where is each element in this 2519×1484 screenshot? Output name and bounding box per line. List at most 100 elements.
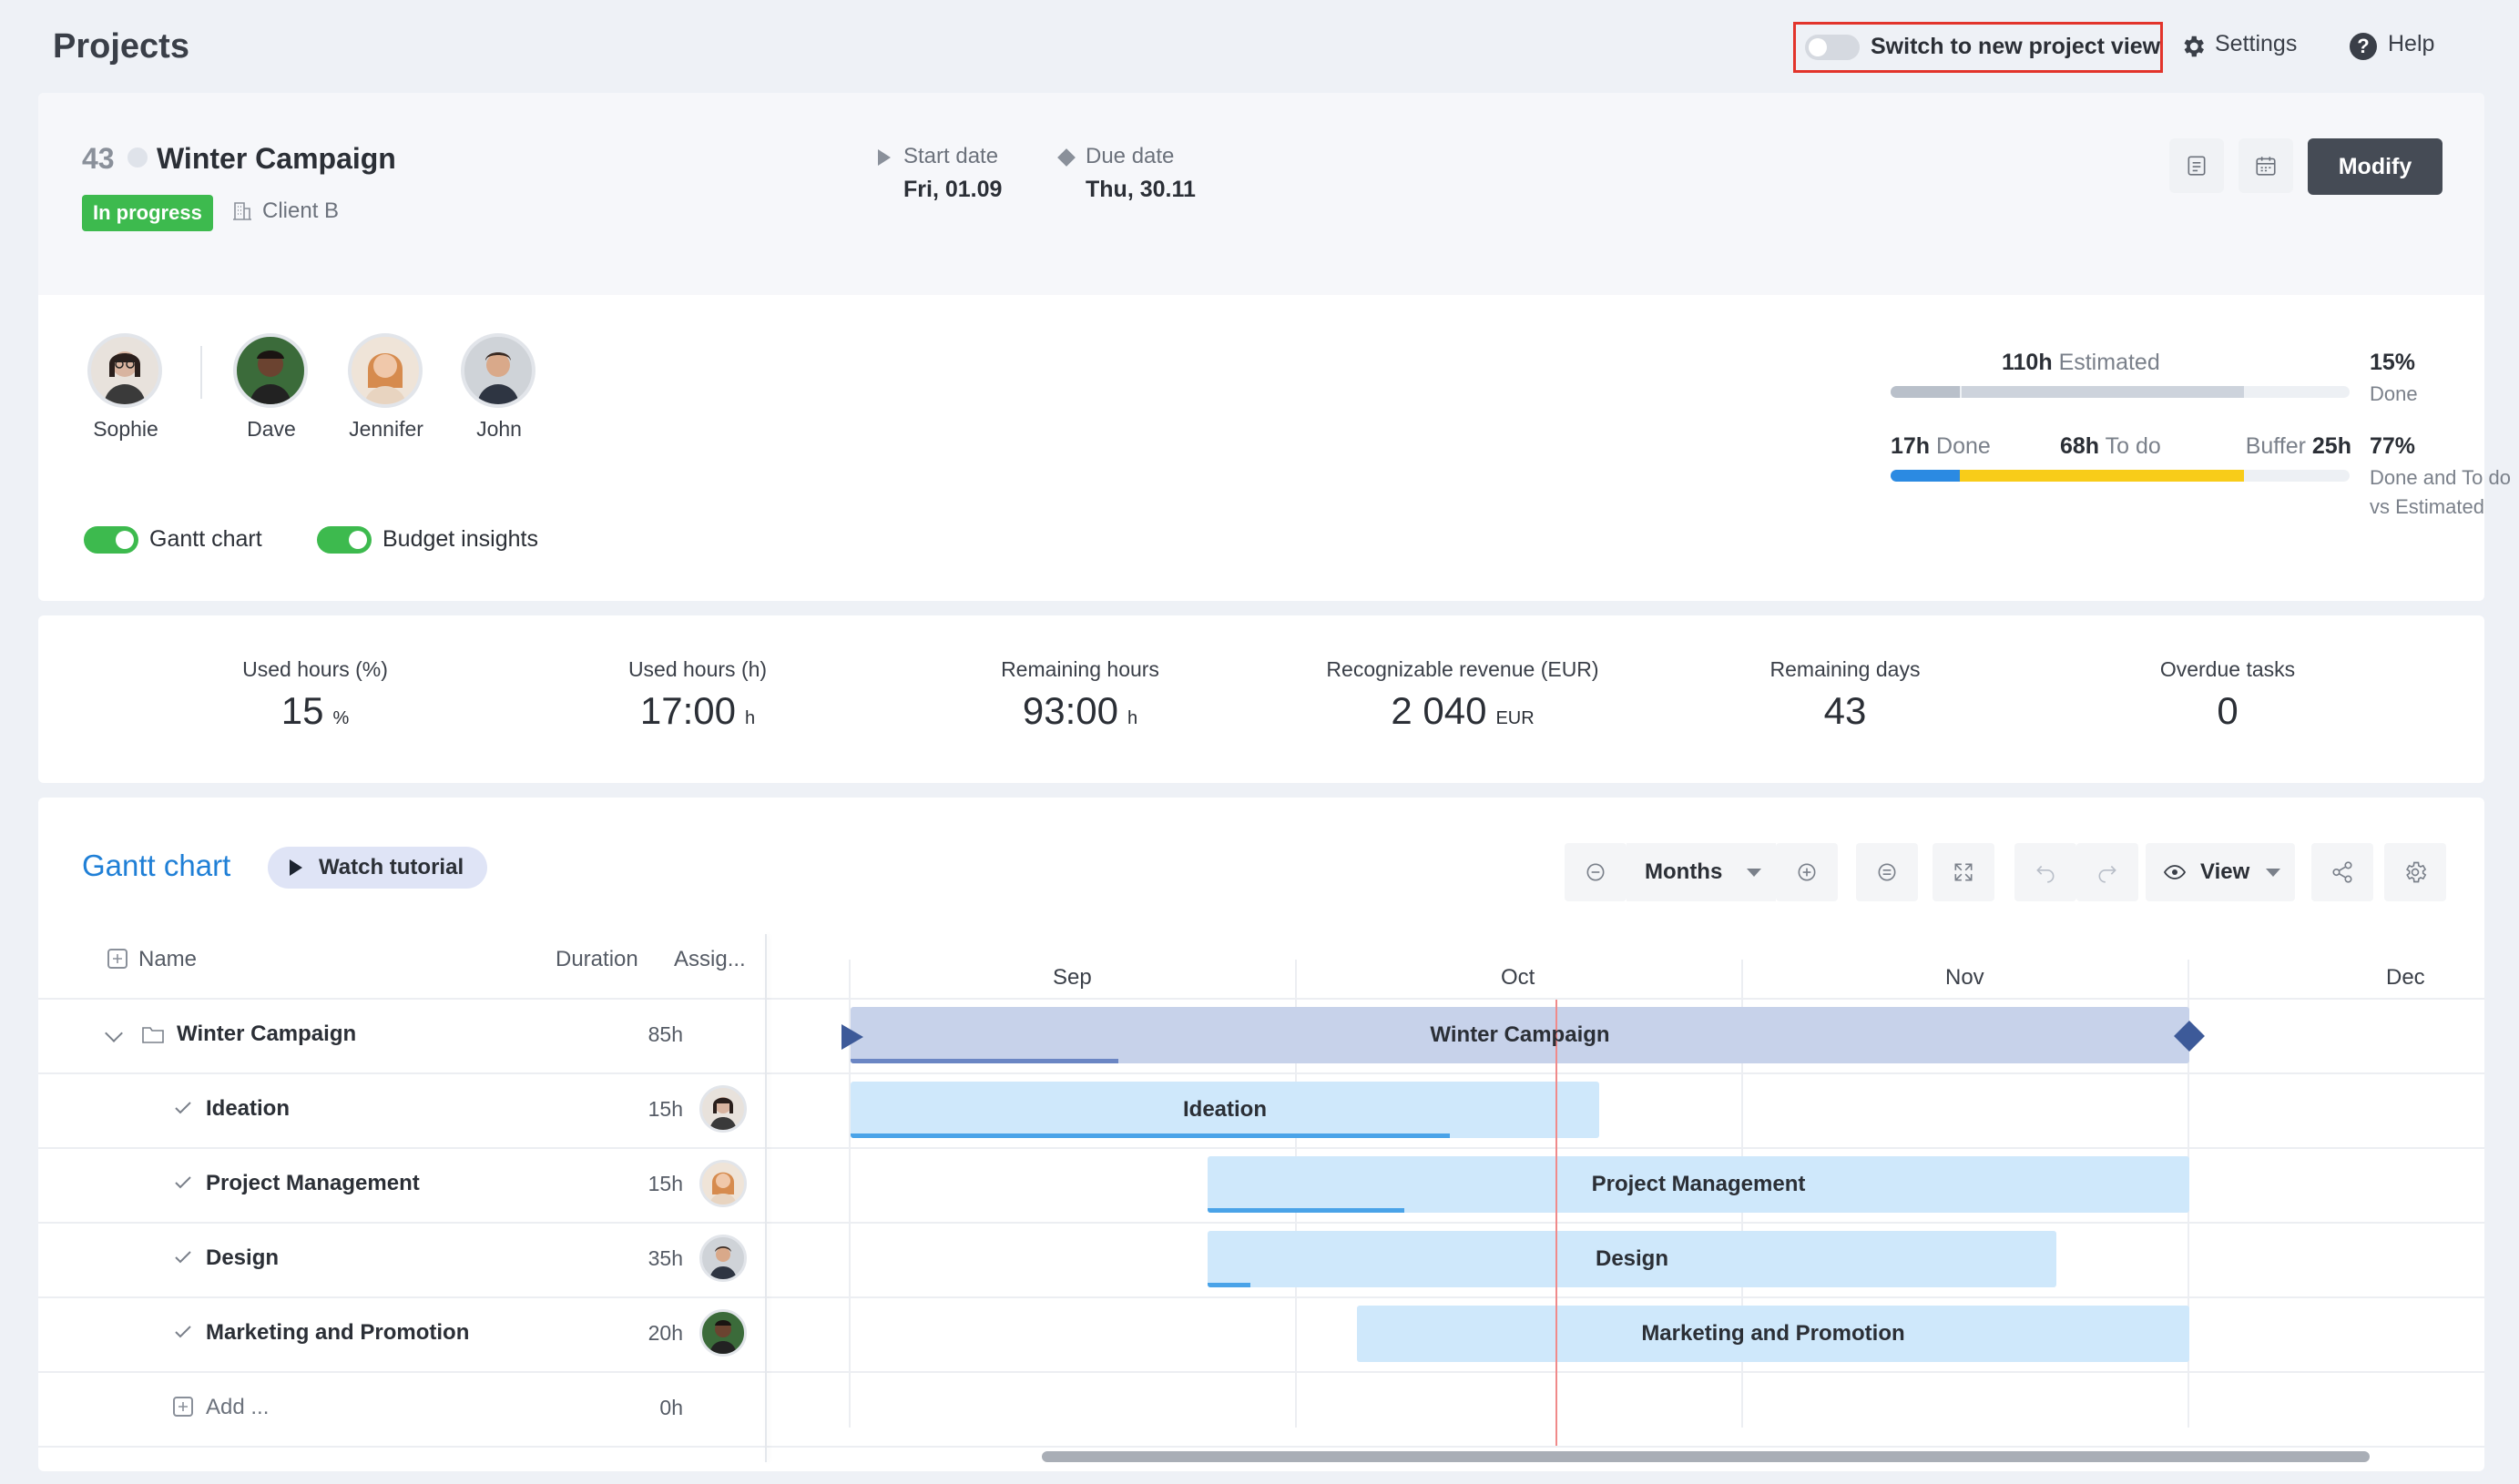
gantt-toggle-label: Gantt chart [149,526,262,552]
member-name: Sophie [93,417,158,441]
month-label: Oct [1501,965,1535,990]
expand-icon [1954,863,1973,881]
task-duration: 15h [648,1097,683,1121]
task-duration: 20h [648,1321,683,1345]
gantt-bar-project-management[interactable]: Project Management [1208,1156,2189,1213]
assignee-avatar[interactable] [699,1309,747,1357]
assignee-avatar[interactable] [699,1160,747,1207]
project-number: 43 [82,142,115,175]
play-icon [290,859,302,876]
task-name-design[interactable]: Design [206,1245,280,1270]
task-name-ideation[interactable]: Ideation [206,1096,291,1121]
switch-view-highlight[interactable]: Switch to new project view [1793,22,2163,73]
column-duration[interactable]: Duration [556,947,638,971]
zoom-fit-icon [1878,863,1896,881]
task-name-project-management[interactable]: Project Management [206,1171,420,1195]
zoom-out-button[interactable] [1565,843,1627,901]
task-duration: 85h [648,1022,683,1046]
gantt-chart-toggle[interactable] [84,526,138,554]
avatar-sophie[interactable] [87,333,162,408]
budget-toggle-label: Budget insights [382,526,538,552]
help-link[interactable]: Help [2388,31,2435,56]
gantt-settings-button[interactable] [2384,843,2446,901]
new-view-toggle[interactable] [1805,35,1860,60]
add-task-link[interactable]: Add ... [206,1395,270,1419]
folder-icon [142,1025,164,1043]
settings-link[interactable]: Settings [2215,31,2298,56]
scale-select[interactable]: Months [1627,843,1776,901]
due-date-value[interactable]: Thu, 30.11 [1086,177,1196,202]
calendar-button[interactable] [2239,138,2293,193]
notes-icon [2188,156,2206,176]
collapse-chevron-icon[interactable] [105,1024,123,1042]
client-name: Client B [262,198,340,223]
budget-insights-toggle[interactable] [317,526,372,554]
done-percent-label: Done [2370,382,2418,405]
due-date-label: Due date [1086,144,1175,168]
stats-card: Used hours (%) 15% Used hours (h) 17:00 h… [38,615,2484,783]
today-line [1555,1000,1557,1446]
assignee-avatar[interactable] [699,1235,747,1282]
vs-label-2: vs Estimated [2370,495,2484,518]
modify-button[interactable]: Modify [2308,138,2443,195]
assignee-avatar[interactable] [699,1085,747,1133]
member-name: Jennifer [349,417,423,441]
month-label: Nov [1945,965,1984,990]
stat-remaining-days: Remaining days 43 [1769,657,1921,732]
task-duration: 0h [659,1396,683,1419]
milestone-start-icon [841,1024,863,1050]
vs-percent: 77% [2370,433,2416,459]
gantt-bar-ideation[interactable]: Ideation [851,1082,1599,1138]
gantt-bar-marketing[interactable]: Marketing and Promotion [1357,1306,2189,1362]
gantt-bar-design[interactable]: Design [1208,1231,2056,1287]
building-icon [231,200,253,222]
avatar-dave[interactable] [233,333,308,408]
share-button[interactable] [2311,843,2373,901]
notes-button[interactable] [2169,138,2224,193]
stat-used-hours-pct: Used hours (%) 15% [242,657,388,732]
view-menu-button[interactable]: View [2146,843,2295,901]
month-label: Dec [2386,965,2425,990]
column-name[interactable]: Name [138,947,198,971]
fit-zoom-button[interactable] [1856,843,1918,901]
task-name-marketing[interactable]: Marketing and Promotion [206,1320,470,1345]
month-label: Sep [1053,965,1092,990]
start-triangle-icon [878,149,891,166]
help-icon[interactable]: ? [2350,33,2377,60]
stat-revenue: Recognizable revenue (EUR) 2 040 EUR [1326,657,1599,732]
task-duration: 35h [648,1246,683,1270]
gantt-card: Gantt chart Watch tutorial Months View N… [38,798,2484,1471]
start-date-value[interactable]: Fri, 01.09 [903,177,1003,202]
task-duration: 15h [648,1172,683,1195]
fullscreen-button[interactable] [1933,843,1994,901]
todo-hours: 68h To do [2060,433,2161,459]
page-title: Projects [53,27,189,66]
gantt-bar-winter-campaign[interactable]: Winter Campaign [851,1007,2189,1063]
redo-button[interactable] [2076,843,2138,901]
zoom-in-icon [1798,863,1816,881]
avatar-john[interactable] [461,333,535,408]
done-percent: 15% [2370,350,2416,375]
member-name: Dave [247,417,296,441]
horizontal-scrollbar[interactable] [1042,1451,2370,1462]
redo-icon [2098,865,2116,883]
task-name-winter-campaign[interactable]: Winter Campaign [177,1022,357,1046]
chevron-down-icon [2266,869,2280,877]
undo-icon [2036,865,2055,883]
zoom-in-button[interactable] [1776,843,1838,901]
stat-used-hours: Used hours (h) 17:00 h [627,657,768,732]
gear-icon[interactable] [2179,33,2207,60]
avatar-jennifer[interactable] [348,333,423,408]
column-assignee[interactable]: Assig... [674,947,746,971]
zoom-out-icon [1586,863,1605,881]
calendar-icon [2256,157,2276,176]
switch-view-label[interactable]: Switch to new project view [1871,34,2161,59]
estimated-bar [1891,386,2350,398]
member-name: John [476,417,522,441]
add-task-icon[interactable] [107,949,127,969]
vs-label-1: Done and To do [2370,466,2511,489]
watch-tutorial-button[interactable]: Watch tutorial [268,847,488,889]
project-name: Winter Campaign [157,142,396,175]
add-icon[interactable] [173,1397,193,1417]
undo-button[interactable] [2014,843,2076,901]
